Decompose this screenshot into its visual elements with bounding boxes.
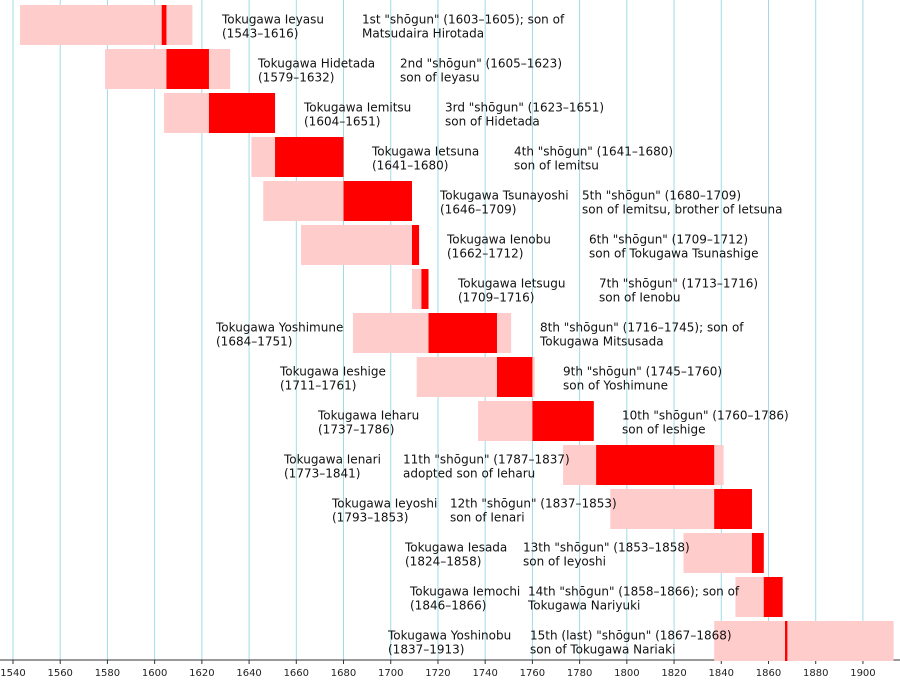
- ruler-name[interactable]: Tokugawa Tsunayoshi: [439, 189, 569, 203]
- reign-bar: [763, 577, 783, 617]
- ruler-years: (1641–1680): [372, 159, 448, 173]
- x-tick-label: 1820: [661, 668, 686, 679]
- ruler-years: (1711–1761): [280, 379, 356, 393]
- x-tick-label: 1660: [284, 668, 309, 679]
- description: 14th "shōgun" (1858–1866); son of: [528, 585, 740, 599]
- reign-bar: [751, 533, 764, 573]
- ruler-years: (1604–1651): [304, 115, 380, 129]
- description: 15th (last) "shōgun" (1867–1868): [530, 629, 732, 643]
- parent-link[interactable]: Tokugawa Mitsusada: [539, 335, 664, 349]
- description: son of Ieyoshi: [523, 555, 606, 569]
- reign-bar: [166, 49, 209, 89]
- description: 10th "shōgun" (1760–1786): [622, 409, 789, 423]
- description: 9th "shōgun" (1745–1760): [563, 365, 722, 379]
- reign-bar: [785, 621, 788, 661]
- ruler-name[interactable]: Tokugawa Ietsuna: [371, 145, 479, 159]
- ruler-years: (1773–1841): [284, 467, 360, 481]
- description: adopted son of Ieharu: [403, 467, 535, 481]
- ruler-name[interactable]: Tokugawa Yoshimune: [215, 321, 343, 335]
- x-tick-label: 1620: [189, 668, 214, 679]
- x-tick-label: 1860: [756, 668, 781, 679]
- ruler-name[interactable]: Tokugawa Ieshige: [279, 365, 386, 379]
- description: son of Hidetada: [445, 115, 540, 129]
- description: son of Yoshimune: [563, 379, 668, 393]
- x-tick-label: 1720: [425, 668, 450, 679]
- reign-bar: [161, 5, 167, 45]
- description: son of Ieyasu: [400, 71, 480, 85]
- x-tick-label: 1840: [709, 668, 734, 679]
- life-bar: [714, 621, 894, 661]
- description: 12th "shōgun" (1837–1853): [450, 497, 617, 511]
- ruler-years: (1846–1866): [410, 599, 486, 613]
- ruler-years: (1737–1786): [318, 423, 394, 437]
- life-bar: [683, 533, 764, 573]
- ruler-years: (1646–1709): [440, 203, 516, 217]
- x-tick-label: 1580: [95, 668, 120, 679]
- ruler-years: (1684–1751): [216, 335, 292, 349]
- ruler-name[interactable]: Tokugawa Iesada: [404, 541, 507, 555]
- description: 6th "shōgun" (1709–1712): [589, 233, 748, 247]
- ruler-years: (1793–1853): [332, 511, 408, 525]
- description: son of Iemitsu, brother of Ietsuna: [582, 203, 782, 217]
- x-tick-label: 1600: [142, 668, 167, 679]
- description: 7th "shōgun" (1713–1716): [599, 277, 758, 291]
- ruler-name[interactable]: Tokugawa Iemitsu: [303, 101, 411, 115]
- ruler-years: (1837–1913): [388, 643, 464, 657]
- description: son of Ieshige: [622, 423, 706, 437]
- x-tick-label: 1800: [614, 668, 639, 679]
- ruler-name[interactable]: Tokugawa Iemochi: [409, 585, 520, 599]
- description: son of Ienobu: [599, 291, 681, 305]
- reign-bar: [343, 181, 412, 221]
- x-tick-label: 1780: [567, 668, 592, 679]
- ruler-name[interactable]: Tokugawa Ieyasu: [221, 13, 324, 27]
- reign-bar: [428, 313, 497, 353]
- x-tick-label: 1640: [236, 668, 261, 679]
- ruler-years: (1824–1858): [405, 555, 481, 569]
- life-bar: [20, 5, 193, 45]
- ruler-name[interactable]: Tokugawa Ieyoshi: [331, 497, 437, 511]
- parent-link[interactable]: Matsudaira Hirotada: [362, 27, 484, 41]
- ruler-years: (1709–1716): [458, 291, 534, 305]
- x-tick-label: 1900: [850, 668, 875, 679]
- x-tick-label: 1880: [803, 668, 828, 679]
- ruler-years: (1579–1632): [258, 71, 334, 85]
- reign-bar: [411, 225, 420, 265]
- reign-bar: [275, 137, 344, 177]
- x-tick-label: 1680: [331, 668, 356, 679]
- description: son of Tokugawa Tsunashige: [589, 247, 759, 261]
- x-tick-label: 1740: [472, 668, 497, 679]
- reign-bar: [496, 357, 533, 397]
- x-tick-label: 1560: [47, 668, 72, 679]
- description: son of Ienari: [450, 511, 525, 525]
- reign-bar: [532, 401, 594, 441]
- life-bar: [301, 225, 420, 265]
- description: 4th "shōgun" (1641–1680): [514, 145, 673, 159]
- description: 2nd "shōgun" (1605–1623): [400, 57, 562, 71]
- reign-bar: [421, 269, 429, 309]
- x-tick-label: 1540: [0, 668, 25, 679]
- reign-bar: [596, 445, 715, 485]
- description: 3rd "shōgun" (1623–1651): [445, 101, 604, 115]
- parent-link[interactable]: Tokugawa Nariyuki: [527, 599, 640, 613]
- description: son of Tokugawa Nariaki: [530, 643, 675, 657]
- description: 13th "shōgun" (1853–1858): [523, 541, 690, 555]
- ruler-years: (1543–1616): [222, 27, 298, 41]
- ruler-name[interactable]: Tokugawa Ienobu: [446, 233, 551, 247]
- description: 11th "shōgun" (1787–1837): [403, 453, 570, 467]
- ruler-name[interactable]: Tokugawa Yoshinobu: [387, 629, 511, 643]
- x-tick-label: 1760: [520, 668, 545, 679]
- ruler-name[interactable]: Tokugawa Hidetada: [257, 57, 375, 71]
- description: 1st "shōgun" (1603–1605); son of: [362, 13, 565, 27]
- ruler-name[interactable]: Tokugawa Ieharu: [317, 409, 419, 423]
- description: 8th "shōgun" (1716–1745); son of: [540, 321, 744, 335]
- reign-bar: [208, 93, 276, 133]
- ruler-name[interactable]: Tokugawa Ietsugu: [457, 277, 565, 291]
- ruler-years: (1662–1712): [447, 247, 523, 261]
- description: 5th "shōgun" (1680–1709): [582, 189, 741, 203]
- ruler-name[interactable]: Tokugawa Ienari: [283, 453, 381, 467]
- x-tick-label: 1700: [378, 668, 403, 679]
- reign-bar: [714, 489, 752, 529]
- description: son of Iemitsu: [514, 159, 599, 173]
